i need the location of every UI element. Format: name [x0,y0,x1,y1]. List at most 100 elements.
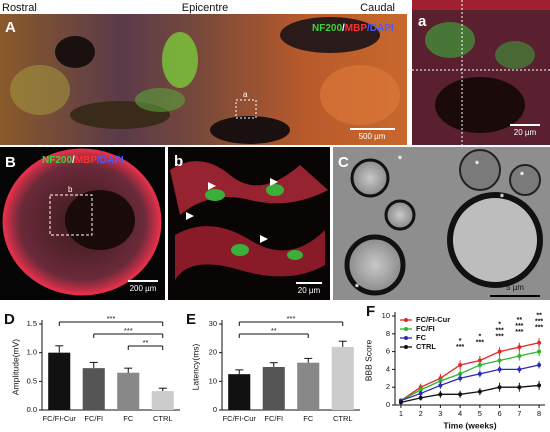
y-tick-label: 4 [386,364,390,373]
x-tick-label: FC/FI [84,414,103,423]
data-point [537,340,542,345]
significance-label: *** [107,314,116,323]
stain-dapi: /DAPI [97,155,124,166]
marker: * [355,283,359,294]
legend-marker [404,336,408,340]
data-point [438,383,443,388]
inset-label: a [243,90,248,99]
significance-label: *** [535,319,543,326]
significance-label: *** [515,329,523,336]
panel-c-image [333,147,550,300]
x-tick-label: FC/FI-Cur [223,414,257,423]
x-tick-label: FC/FI [264,414,283,423]
panel-label: F [366,303,375,320]
legend-marker [404,327,408,331]
series-line [400,350,540,402]
y-tick-label: 20 [209,348,217,357]
panel-label: C [338,154,349,171]
x-tick-label: 7 [517,409,521,418]
significance-label: *** [456,344,464,351]
y-tick-label: 0.0 [27,405,37,414]
panel-b-inset-image [168,147,330,300]
x-tick-label: 3 [438,409,442,418]
panel-b-image [0,147,165,300]
stain-sep: / [342,23,345,34]
y-tick-label: 0 [213,405,217,414]
bar [228,374,251,410]
data-point [458,371,463,376]
data-point [477,389,482,394]
legend-marker [404,318,408,322]
series-line [400,364,540,402]
significance-label: ** [536,313,542,320]
bar [82,368,105,410]
y-axis-label: Amplitude(mV) [10,339,20,395]
data-point [477,362,482,367]
data-point [497,358,502,363]
stain-nf200: NF200 [42,155,72,166]
stain-sep: / [72,155,75,166]
data-point [497,385,502,390]
panel-a-image [0,14,407,145]
data-point [458,392,463,397]
data-point [497,367,502,372]
legend-marker [404,345,408,349]
stain-label: NF200/MBP/DAPI [312,23,394,34]
y-tick-label: 10 [209,376,217,385]
significance-label: ** [143,338,149,347]
marker: * [475,160,479,171]
data-point [477,371,482,376]
significance-label: * [479,333,482,340]
marker: * [500,193,504,204]
x-tick-label: FC/FI-Cur [43,414,77,423]
y-axis-label: BBB Score [363,339,373,381]
x-tick-label: FC [123,414,134,423]
significance-label: *** [124,326,133,335]
y-tick-label: 0.5 [27,376,37,385]
significance-label: *** [496,327,504,334]
bar [262,367,285,410]
data-point [438,392,443,397]
scale-label: 20 µm [298,286,321,295]
inset-label: b [68,185,73,194]
data-point [517,385,522,390]
data-point [458,376,463,381]
significance-label: * [459,338,462,345]
series-line [400,384,540,403]
scale-label: 20 µm [514,128,537,137]
significance-label: ** [271,326,277,335]
y-axis-label: Latency(ms) [190,343,200,390]
x-tick-label: 6 [498,409,502,418]
y-tick-label: 0 [386,400,390,409]
data-point [418,391,423,396]
significance-label: * [498,321,501,328]
panel-label: A [5,19,16,36]
y-tick-label: 8 [386,329,390,338]
y-tick-label: 30 [209,319,217,328]
data-point [537,383,542,388]
data-point [398,400,403,405]
panel-label: a [418,13,427,30]
significance-label: *** [287,314,296,323]
x-tick-label: 2 [419,409,423,418]
stain-label: NF200/MBP/DAPI [42,155,124,166]
epicentre-label: Epicentre [182,2,228,14]
data-point [517,345,522,350]
significance-label: *** [515,323,523,330]
x-tick-label: CTRL [153,414,173,423]
y-tick-label: 6 [386,347,390,356]
bar [48,352,71,410]
significance-label: *** [496,333,504,340]
y-tick-label: 1.5 [27,319,37,328]
data-point [537,362,542,367]
legend-label: FC [416,333,427,342]
marker: * [398,155,402,166]
bar [331,346,354,410]
y-tick-label: 10 [382,311,390,320]
stain-dapi: /DAPI [367,23,394,34]
y-tick-label: 1.0 [27,348,37,357]
data-point [418,395,423,400]
legend-label: FC/FI [416,324,435,333]
panel-label: b [174,153,183,170]
